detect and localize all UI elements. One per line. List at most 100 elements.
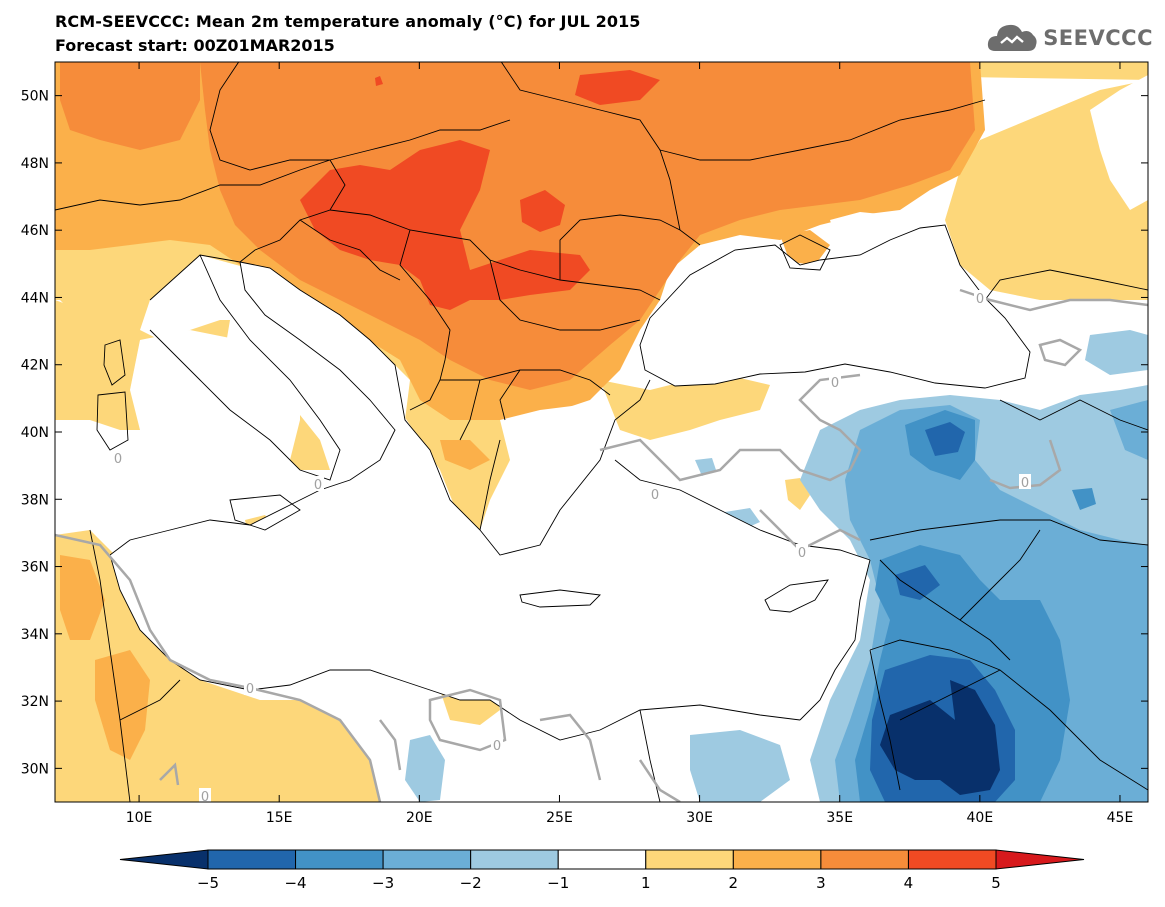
colorbar-segment: [557, 849, 647, 870]
colorbar-label: 4: [904, 874, 914, 892]
logo-text: SEEVCCC: [1043, 26, 1153, 50]
country-borders: [55, 62, 1148, 802]
anomaly-region-plus4: [520, 190, 565, 232]
contour-label: 0: [798, 546, 806, 561]
anomaly-region-plus3: [60, 62, 200, 150]
lat-tick-label: 42N: [21, 358, 49, 374]
coastline-black-sea: [639, 224, 1031, 389]
colorbar-arrow-low: [119, 849, 209, 870]
seevccc-logo: SEEVCCC: [985, 20, 1153, 56]
lat-tick-label: 34N: [21, 627, 49, 643]
contour-label: 0: [831, 376, 839, 391]
anomaly-region-plus1: [785, 478, 810, 510]
island-crete: [519, 589, 601, 608]
lat-tick-label: 44N: [21, 290, 49, 306]
tyrrhenian-sea: [130, 330, 300, 480]
contour-label-bg: [974, 290, 986, 305]
anomaly-region-plus4: [575, 70, 660, 105]
lon-tick-label: 40E: [967, 810, 994, 826]
contour-label-bg: [244, 680, 256, 695]
colorbar-label: 2: [729, 874, 739, 892]
colorbar-label: −4: [284, 874, 306, 892]
contour-label: 0: [1021, 476, 1029, 491]
lat-tick-label: 40N: [21, 425, 49, 441]
colorbar-label: −1: [547, 874, 569, 892]
anomaly-region-minus4: [925, 422, 965, 456]
lat-tick-label: 30N: [21, 761, 49, 777]
lat-tick-label: 32N: [21, 694, 49, 710]
contour-label: 0: [651, 488, 659, 503]
zero-contour: [759, 509, 861, 552]
aegean-sea: [500, 405, 620, 555]
cloud-icon: [988, 24, 1037, 51]
island-cyprus: [764, 579, 829, 613]
anomaly-region-plus4: [300, 140, 590, 310]
anomaly-region-plus1: [600, 378, 770, 440]
coastline-mediterranean: [109, 261, 396, 556]
anomaly-region-plus2: [95, 650, 150, 760]
contour-label-bg: [312, 476, 324, 491]
map-subtitle: Forecast start: 00Z01MAR2015: [55, 36, 335, 55]
lat-tick-label: 48N: [21, 156, 49, 172]
black-sea: [640, 225, 1030, 388]
colorbar: −5 −4 −3 −2 −1 1 2 3 4 5: [119, 849, 1085, 892]
crimea: [779, 234, 831, 271]
contour-label-bg: [1019, 474, 1031, 489]
contour-label-bg: [649, 486, 661, 501]
zero-contour: [1038, 338, 1083, 367]
lon-tick-label: 25E: [546, 810, 573, 826]
lon-tick-label: 20E: [406, 810, 433, 826]
lat-tick-label: 36N: [21, 560, 49, 576]
coastline-anatolia: [614, 459, 871, 561]
lon-tick-label: 35E: [826, 810, 853, 826]
contour-label-bg: [796, 544, 808, 559]
lat-tick-label: 50N: [21, 89, 49, 105]
lon-tick-label: 10E: [126, 810, 153, 826]
anomaly-region-minus1: [405, 735, 445, 802]
colorbar-label: −2: [460, 874, 482, 892]
lon-tick-label: 30E: [686, 810, 713, 826]
contour-label: 0: [314, 478, 322, 493]
anomaly-region-minus3: [1072, 488, 1096, 510]
colorbar-arrow-high: [995, 849, 1085, 870]
axis-ticks: 10E 15E 20E 25E 30E 35E 40E 45E 50N 48N 46N 44N 42N 4…: [21, 62, 1148, 826]
contour-label-bg: [112, 450, 124, 465]
contour-label: 0: [201, 790, 209, 805]
colorbar-segment: [470, 849, 559, 870]
contour-label: 0: [493, 739, 501, 754]
colorbar-label: −3: [372, 874, 394, 892]
lon-tick-label: 15E: [266, 810, 293, 826]
colorbar-label: 5: [991, 874, 1001, 892]
colorbar-segment: [732, 849, 822, 870]
anomaly-region-plus4: [375, 76, 383, 86]
island-sicily: [229, 494, 301, 531]
zero-contour: [599, 373, 862, 482]
lat-tick-label: 46N: [21, 223, 49, 239]
zero-contour: [539, 713, 602, 781]
zero-contour: [55, 533, 382, 802]
map-title: RCM-SEEVCCC: Mean 2m temperature anomaly…: [55, 12, 641, 31]
caspian-sea: [1090, 75, 1148, 210]
mediterranean-sea: [110, 255, 870, 740]
lat-tick-label: 38N: [21, 492, 49, 508]
colorbar-segment: [907, 849, 997, 870]
anomaly-region-minus1: [690, 730, 790, 802]
colorbar-segment: [645, 849, 734, 870]
boundaries: [55, 62, 1148, 802]
colorbar-label: 3: [816, 874, 826, 892]
anomaly-region-plus1: [55, 62, 1148, 300]
anomaly-region-plus2: [60, 555, 105, 640]
azov-sea: [830, 212, 890, 240]
coastline-italy: [149, 254, 341, 481]
colorbar-segment: [207, 849, 297, 870]
contour-label-bg: [199, 788, 211, 803]
colorbar-segment: [820, 849, 909, 870]
zero-contour: [989, 439, 1062, 490]
contour-labels: 0 0 0 0 0 0 0 0 0 0: [112, 290, 1031, 805]
contour-label: 0: [246, 682, 254, 697]
anomaly-region-minus1: [1085, 330, 1148, 375]
anomaly-region-plus2: [440, 440, 490, 470]
colorbar-label: −5: [197, 874, 219, 892]
contour-label-bg: [491, 737, 503, 752]
anomaly-fill: [55, 62, 1148, 802]
